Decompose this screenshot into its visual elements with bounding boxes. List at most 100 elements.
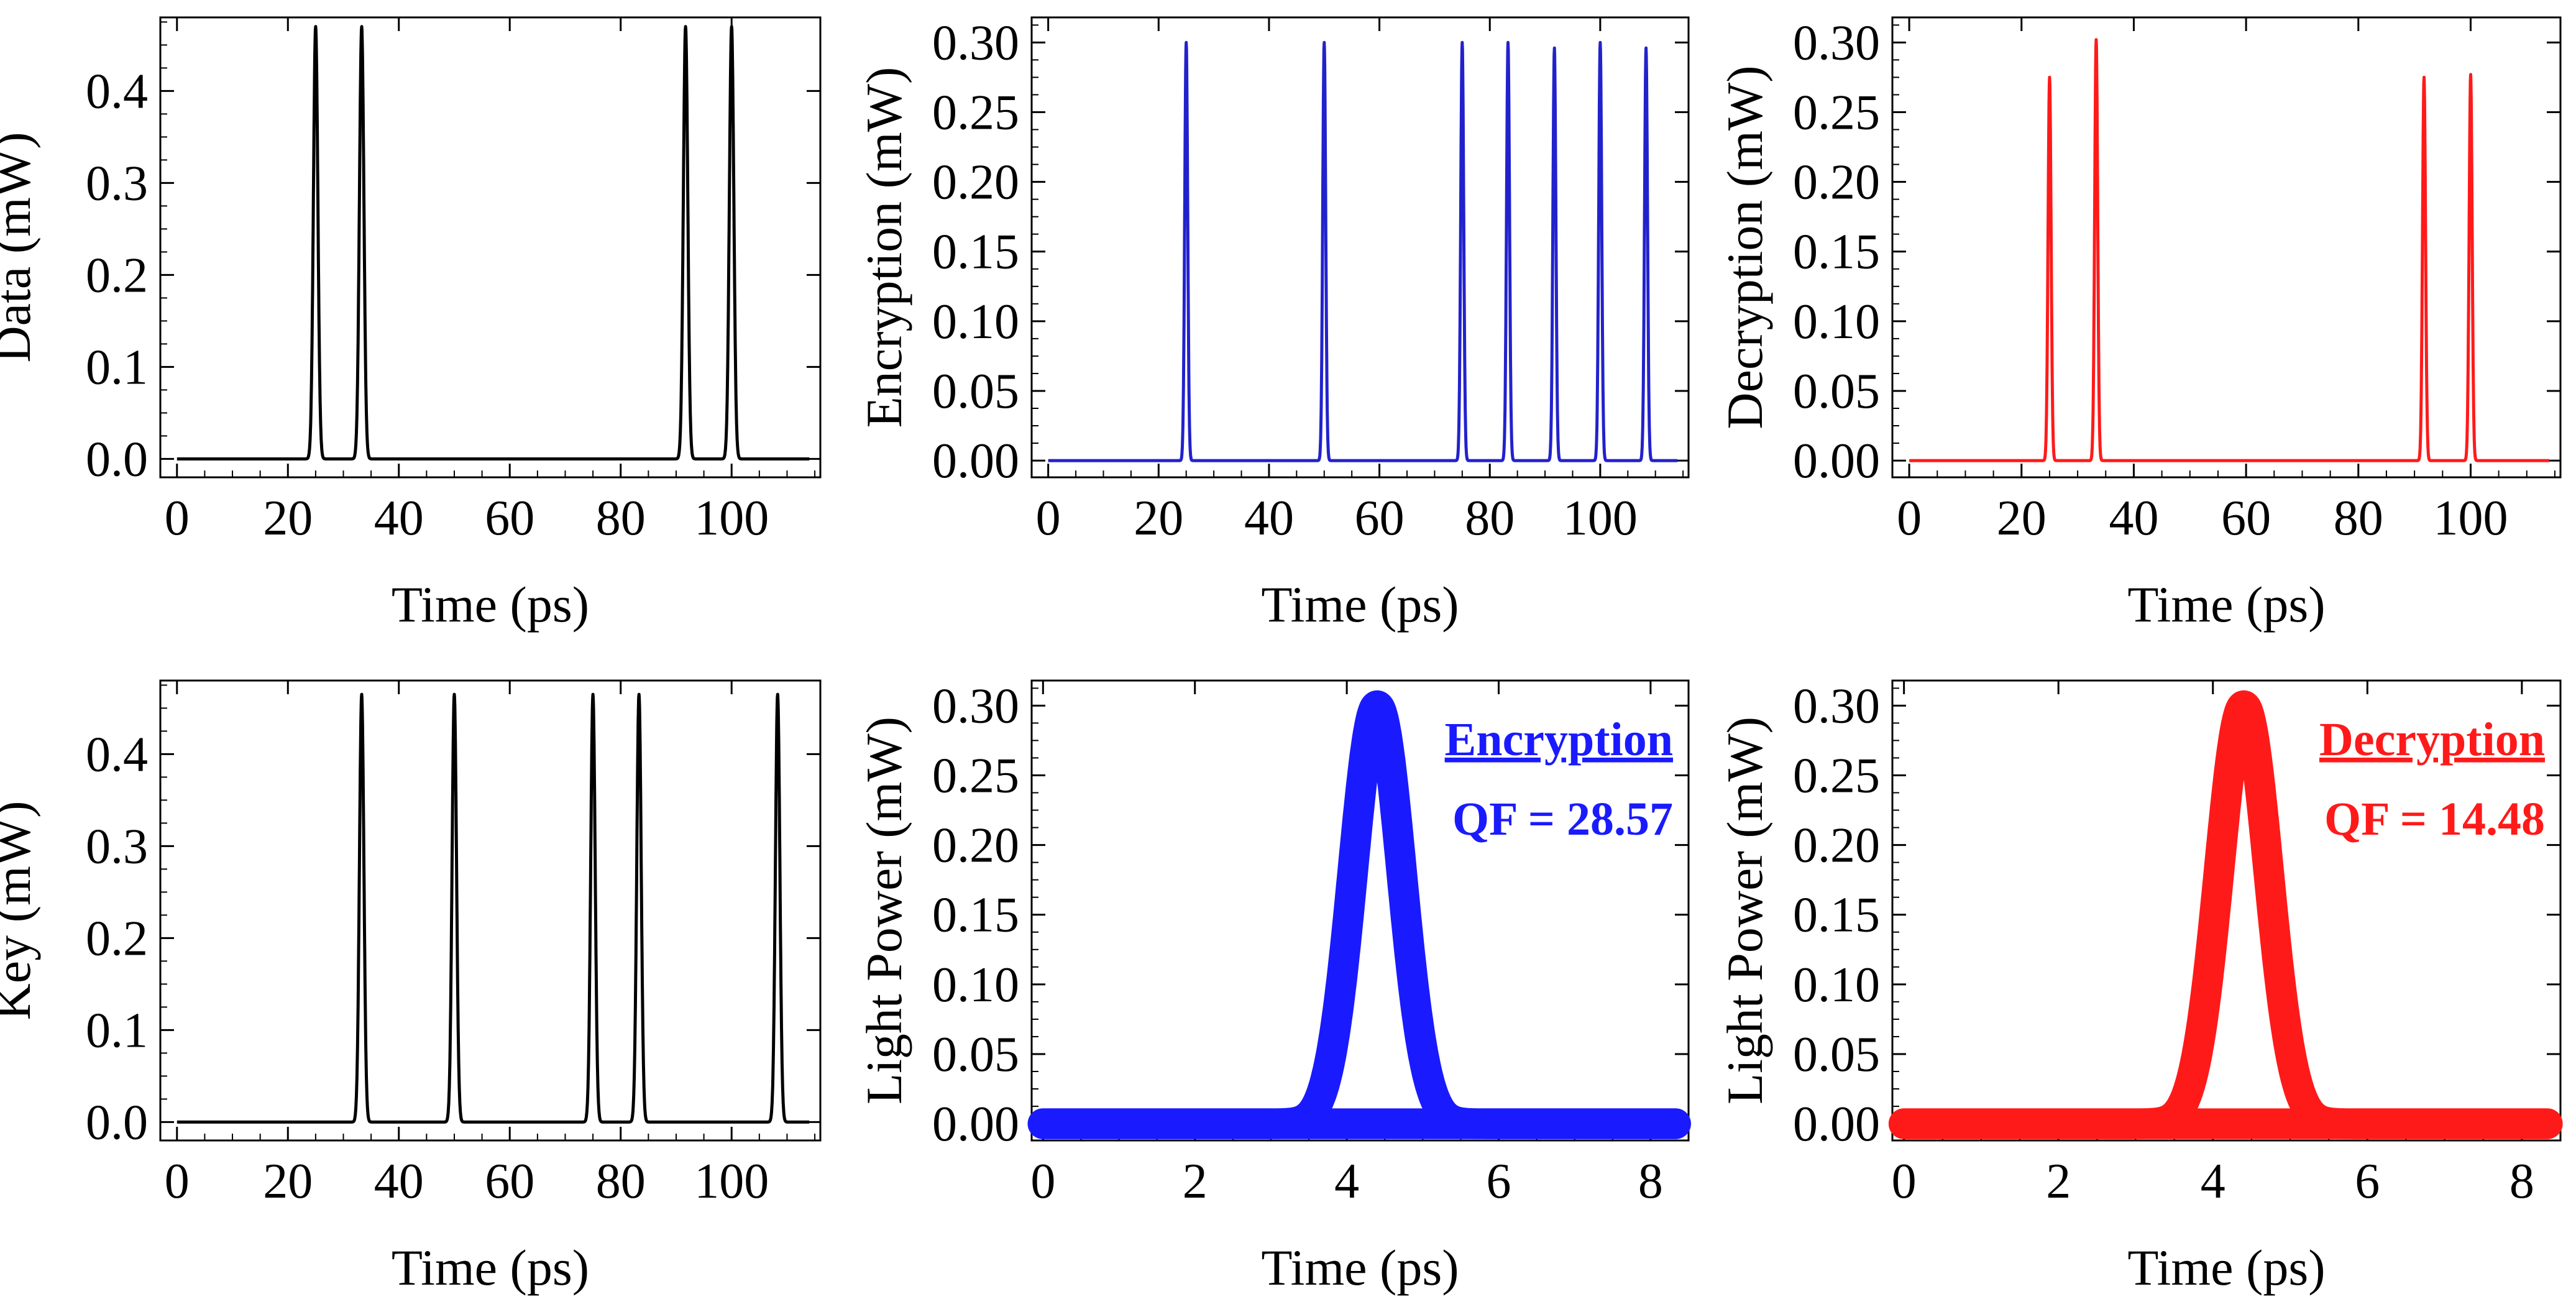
pulse-peak bbox=[2470, 74, 2471, 75]
chart-encryption: 0 20 40 60 80 100 0.00 0.05 0.10 0.15 0.20 0.25 0.30… bbox=[856, 16, 1690, 633]
y-tick-label: 0.00 bbox=[1793, 1097, 1880, 1152]
x-tick-label: 100 bbox=[2433, 491, 2508, 546]
y-tick-label: 0.30 bbox=[1793, 16, 1880, 70]
x-tick-label: 40 bbox=[374, 491, 424, 546]
series-decryption bbox=[1908, 38, 2551, 462]
y-tick-label: 0.10 bbox=[932, 295, 1019, 349]
annotation-title: Encryption bbox=[1445, 713, 1673, 766]
y-tick-label: 0.05 bbox=[932, 1027, 1019, 1082]
x-tick-label: 0 bbox=[165, 1154, 190, 1209]
y-tick-label: 0.15 bbox=[1793, 888, 1880, 943]
y-tick-label: 0.05 bbox=[1793, 364, 1880, 419]
x-tick-label: 100 bbox=[694, 491, 769, 546]
x-tick-label: 6 bbox=[2355, 1154, 2380, 1209]
x-tick-label: 0 bbox=[1892, 1154, 1917, 1209]
y-tick-label: 0.00 bbox=[1793, 434, 1880, 489]
x-tick-label: 20 bbox=[263, 1154, 313, 1209]
x-tick-label: 4 bbox=[1334, 1154, 1359, 1209]
y-tick-label: 0.20 bbox=[1793, 819, 1880, 873]
y-tick-label: 0.2 bbox=[86, 248, 148, 303]
x-tick-label: 8 bbox=[1638, 1154, 1663, 1209]
y-tick-label: 0.15 bbox=[932, 225, 1019, 280]
x-tick-label: 40 bbox=[2109, 491, 2158, 546]
annotation-qf: QF = 28.57 bbox=[1452, 793, 1673, 845]
x-tick-label: 20 bbox=[263, 491, 313, 546]
x-axis-label: Time (ps) bbox=[1261, 1239, 1459, 1296]
x-axis-label: Time (ps) bbox=[2127, 1239, 2325, 1296]
y-tick-label: 0.30 bbox=[932, 679, 1019, 733]
pulse-peak bbox=[361, 26, 362, 27]
x-tick-label: 0 bbox=[165, 491, 190, 546]
pulse-peak bbox=[315, 26, 316, 27]
x-tick-label: 80 bbox=[1465, 491, 1515, 546]
x-tick-label: 80 bbox=[2334, 491, 2383, 546]
x-tick-label: 20 bbox=[1997, 491, 2047, 546]
series-key bbox=[175, 692, 811, 1124]
y-tick-label: 0.00 bbox=[932, 434, 1019, 489]
y-tick-label: 0.05 bbox=[1793, 1027, 1880, 1082]
plot-frame bbox=[1891, 679, 2562, 1142]
y-tick-label: 0.4 bbox=[86, 727, 148, 782]
y-tick-label: 0.10 bbox=[932, 958, 1019, 1012]
x-tick-label: 40 bbox=[374, 1154, 424, 1209]
series-data bbox=[175, 25, 811, 461]
x-tick-label: 0 bbox=[1030, 1154, 1055, 1209]
plot-frame bbox=[1030, 16, 1690, 479]
y-tick-label: 0.3 bbox=[86, 819, 148, 874]
x-tick-label: 100 bbox=[1563, 491, 1638, 546]
y-axis-label: Key (mW) bbox=[0, 801, 41, 1021]
y-tick-label: 0.25 bbox=[1793, 748, 1880, 803]
y-tick-label: 0.05 bbox=[932, 364, 1019, 419]
y-axis-label: Light Power (mW) bbox=[856, 717, 912, 1104]
plot-frame bbox=[1891, 16, 2562, 479]
pulse-peak bbox=[592, 694, 594, 695]
y-tick-label: 0.10 bbox=[1793, 958, 1880, 1012]
x-tick-label: 0 bbox=[1897, 491, 1922, 546]
y-tick-label: 0.20 bbox=[1793, 155, 1880, 210]
y-tick-label: 0.15 bbox=[1793, 225, 1880, 280]
series-encryption bbox=[1047, 40, 1679, 462]
x-tick-label: 4 bbox=[2201, 1154, 2225, 1209]
x-tick-label: 80 bbox=[596, 491, 646, 546]
plot-frame bbox=[159, 16, 822, 479]
x-tick-label: 0 bbox=[1036, 491, 1061, 546]
x-axis-label: Time (ps) bbox=[2127, 576, 2325, 633]
x-tick-label: 40 bbox=[1244, 491, 1294, 546]
y-tick-label: 0.25 bbox=[1793, 85, 1880, 140]
y-tick-label: 0.2 bbox=[86, 911, 148, 966]
y-axis-label: Decryption (mW) bbox=[1717, 65, 1773, 429]
chart-data: 0 20 40 60 80 100 0.0 0.1 0.2 0.3 0.4 Time (ps) Data… bbox=[0, 16, 822, 633]
y-axis-label: Encryption (mW) bbox=[856, 67, 912, 428]
annotation-qf: QF = 14.48 bbox=[2324, 793, 2545, 845]
y-tick-label: 0.3 bbox=[86, 156, 148, 211]
pulse-peak bbox=[731, 26, 732, 27]
chart-key: 0 20 40 60 80 100 0.0 0.1 0.2 0.3 0.4 Time (ps) Key … bbox=[0, 679, 822, 1296]
y-tick-label: 0.25 bbox=[932, 748, 1019, 803]
x-tick-label: 2 bbox=[2046, 1154, 2071, 1209]
y-tick-label: 0.20 bbox=[932, 819, 1019, 873]
x-tick-label: 80 bbox=[596, 1154, 646, 1209]
eye-trace bbox=[1888, 690, 2563, 1139]
y-axis-label: Light Power (mW) bbox=[1717, 717, 1773, 1104]
y-tick-label: 0.10 bbox=[1793, 295, 1880, 349]
y-tick-label: 0.1 bbox=[86, 1003, 148, 1058]
pulse-peak bbox=[777, 694, 778, 695]
y-tick-label: 0.15 bbox=[932, 888, 1019, 943]
x-tick-label: 8 bbox=[2510, 1154, 2534, 1209]
chart-eye-encryption: 0 2 4 6 8 0.00 0.05 0.10 0.15 0.20 0.25 0.30 Time (p… bbox=[856, 679, 1691, 1296]
x-tick-label: 60 bbox=[2221, 491, 2271, 546]
y-tick-label: 0.25 bbox=[932, 85, 1019, 140]
plot-frame bbox=[1030, 679, 1690, 1142]
x-tick-label: 60 bbox=[485, 1154, 534, 1209]
x-tick-label: 6 bbox=[1487, 1154, 1511, 1209]
eye-trace bbox=[1027, 690, 1691, 1139]
y-tick-label: 0.0 bbox=[86, 432, 148, 487]
y-tick-label: 0.30 bbox=[1793, 679, 1880, 733]
x-tick-label: 100 bbox=[694, 1154, 769, 1209]
chart-decryption: 0 20 40 60 80 100 0.00 0.05 0.10 0.15 0.20 0.25 0.30… bbox=[1717, 16, 2562, 633]
x-tick-label: 2 bbox=[1183, 1154, 1208, 1209]
x-axis-label: Time (ps) bbox=[392, 576, 589, 633]
y-tick-label: 0.20 bbox=[932, 155, 1019, 210]
annotation-title: Decryption bbox=[2319, 713, 2545, 766]
